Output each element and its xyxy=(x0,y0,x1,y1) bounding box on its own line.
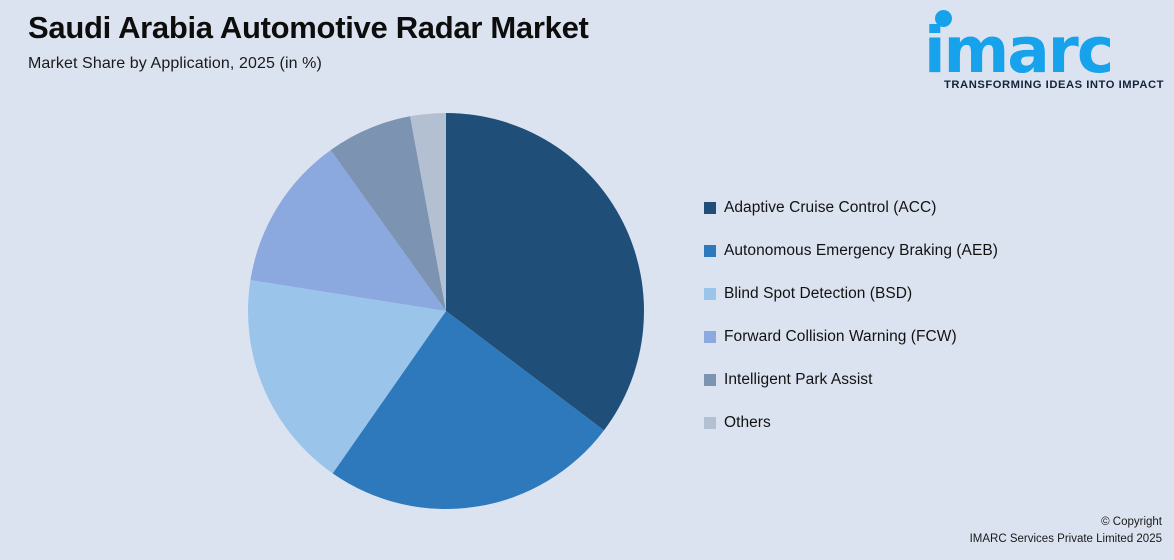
pie-chart-svg xyxy=(248,113,644,509)
legend-label: Adaptive Cruise Control (ACC) xyxy=(724,198,937,216)
logo-mark: imarc xyxy=(924,5,1159,82)
legend-label: Blind Spot Detection (BSD) xyxy=(724,284,913,302)
pie-slice[interactable] xyxy=(330,116,446,311)
legend-label: Forward Collision Warning (FCW) xyxy=(724,327,957,345)
logo-tagline: TRANSFORMING IDEAS INTO IMPACT xyxy=(944,79,1164,91)
legend-swatch-icon xyxy=(704,330,716,343)
pie-slice[interactable] xyxy=(446,113,644,431)
header: Saudi Arabia Automotive Radar Market Mar… xyxy=(28,10,728,73)
pie-slice[interactable] xyxy=(410,113,446,311)
chart-legend: Adaptive Cruise Control (ACC) Autonomous … xyxy=(704,186,1124,444)
logo-wordmark: imarc xyxy=(924,14,1114,87)
legend-swatch-icon xyxy=(704,287,716,300)
legend-item[interactable]: Adaptive Cruise Control (ACC) xyxy=(704,186,1124,229)
legend-swatch-icon xyxy=(704,201,716,214)
pie-chart xyxy=(248,113,644,509)
pie-slice-group xyxy=(248,113,644,509)
pie-slice[interactable] xyxy=(332,311,604,509)
legend-swatch-icon xyxy=(704,373,716,386)
copyright-line-1: © Copyright xyxy=(1101,515,1162,528)
pie-slice[interactable] xyxy=(248,280,446,474)
legend-swatch-icon xyxy=(704,244,716,257)
copyright-line-2: IMARC Services Private Limited 2025 xyxy=(969,532,1162,545)
legend-swatch-icon xyxy=(704,416,716,429)
copyright-notice: © Copyright IMARC Services Private Limit… xyxy=(970,514,1162,549)
logo-dot-icon xyxy=(935,10,952,27)
legend-item[interactable]: Blind Spot Detection (BSD) xyxy=(704,272,1124,315)
legend-label: Others xyxy=(724,413,771,431)
legend-item[interactable]: Forward Collision Warning (FCW) xyxy=(704,315,1124,358)
imarc-logo: imarc TRANSFORMING IDEAS INTO IMPACT xyxy=(924,5,1164,107)
legend-item[interactable]: Autonomous Emergency Braking (AEB) xyxy=(704,229,1124,272)
legend-item[interactable]: Intelligent Park Assist xyxy=(704,358,1124,401)
legend-label: Intelligent Park Assist xyxy=(724,370,873,388)
legend-item[interactable]: Others xyxy=(704,401,1124,444)
page-title: Saudi Arabia Automotive Radar Market xyxy=(28,10,589,45)
chart-subtitle: Market Share by Application, 2025 (in %) xyxy=(28,54,322,72)
pie-slice[interactable] xyxy=(250,150,446,311)
legend-label: Autonomous Emergency Braking (AEB) xyxy=(724,241,998,259)
